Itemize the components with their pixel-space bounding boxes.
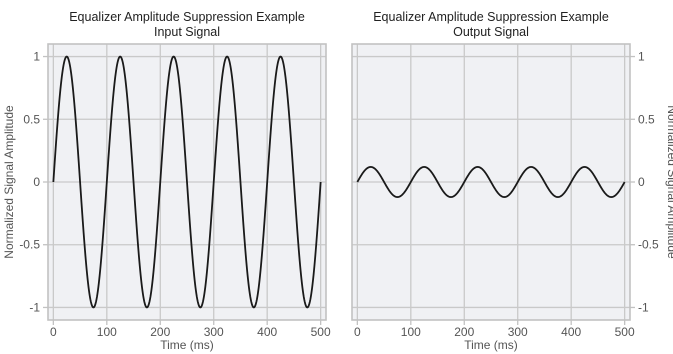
y-tick-label-0: -1 [638,300,649,314]
y-tick-label-3: 0.5 [23,112,40,126]
chart-panel-1: Equalizer Amplitude Suppression ExampleI… [2,10,331,352]
y-tick-label-2: 0 [33,175,40,189]
series-line-1 [356,166,626,198]
chart-title: Equalizer Amplitude Suppression Example [69,10,305,24]
x-axis-label: Time (ms) [160,338,214,352]
y-tick-label-1: -0.5 [19,238,40,252]
x-tick-label-2: 200 [454,325,474,339]
x-axis-label: Time (ms) [464,338,518,352]
x-tick-label-3: 300 [204,325,224,339]
y-tick-label-4: 1 [638,50,645,64]
series-line-1 [52,55,322,309]
y-tick-label-3: 0.5 [638,112,655,126]
chart-title: Equalizer Amplitude Suppression Example [373,10,609,24]
chart-subtitle: Input Signal [154,25,220,39]
x-tick-label-0: 0 [354,325,361,339]
y-tick-label-0: -1 [29,300,40,314]
x-tick-label-0: 0 [50,325,57,339]
y-tick-label-2: 0 [638,175,645,189]
y-axis-label: Normalized Signal Amplitude [2,105,16,259]
y-tick-label-1: -0.5 [638,238,659,252]
y-axis-label: Normalized Signal Amplitude [665,105,673,259]
x-tick-label-5: 500 [615,325,635,339]
chart-subtitle: Output Signal [453,25,529,39]
x-tick-label-2: 200 [150,325,170,339]
x-tick-label-4: 400 [257,325,277,339]
x-tick-label-1: 100 [97,325,117,339]
x-tick-label-5: 500 [311,325,331,339]
x-tick-label-1: 100 [401,325,421,339]
x-tick-label-3: 300 [508,325,528,339]
y-tick-label-4: 1 [33,50,40,64]
chart-panel-2: Equalizer Amplitude Suppression ExampleO… [351,10,673,352]
x-tick-label-4: 400 [561,325,581,339]
